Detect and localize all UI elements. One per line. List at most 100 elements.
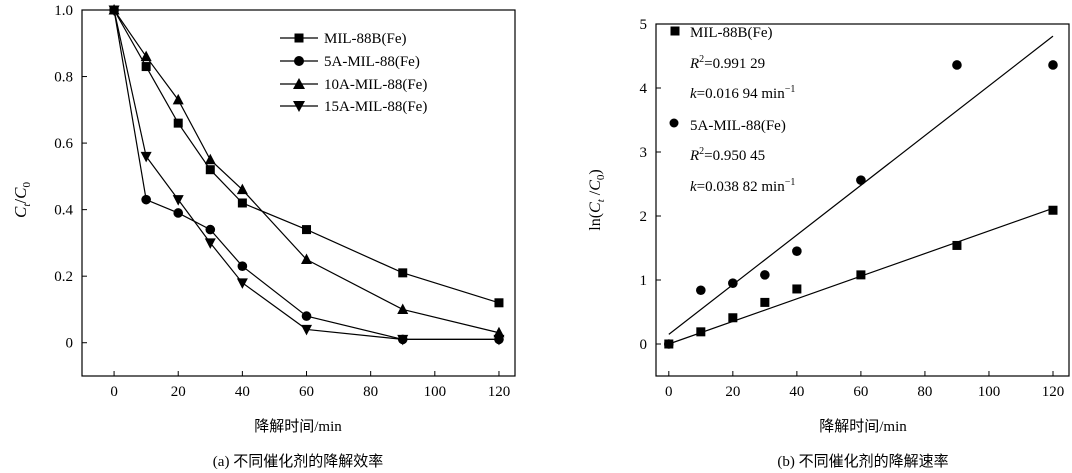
panel-b-x-tick-label: 0 — [665, 384, 673, 400]
data-point-mil-88b-fe — [856, 270, 866, 280]
panel-b-y-tick-label: 4 — [640, 81, 648, 97]
data-point-15a-mil-88-fe — [236, 278, 248, 289]
panel-b-chart: 0 20 40 60 80 100 120 0 1 2 3 4 5 ln(Ct /C0) 降解时间/mi… — [587, 17, 1070, 470]
panel-b-x-tick-label: 80 — [917, 384, 932, 400]
data-point-mil-88b-fe — [398, 268, 408, 278]
legend-b-label-5a: 5A-MIL-88(Fe) — [690, 118, 786, 134]
legend-a-label-15a: 15A-MIL-88(Fe) — [324, 99, 427, 115]
data-point-5a-mil-88-fe — [1048, 60, 1058, 70]
panel-a-y-tick-label: 0.2 — [54, 269, 73, 285]
series-line-5a-mil-88-fe — [113, 9, 499, 340]
panel-a-x-tick-label: 40 — [235, 384, 250, 400]
panel-b-series-markers — [664, 60, 1058, 349]
data-point-5a-mil-88-fe — [205, 224, 216, 235]
panel-a-x-tick-label: 80 — [363, 384, 378, 400]
panel-b-y-tick-label: 1 — [640, 273, 648, 289]
series-line-15a-mil-88-fe — [113, 9, 499, 340]
legend-a-marker-mil88b — [294, 33, 304, 43]
panel-b-y-tick-label: 2 — [640, 209, 648, 225]
data-point-15a-mil-88-fe — [301, 324, 313, 336]
data-point-5a-mil-88-fe — [696, 285, 706, 296]
legend-a-marker-10a — [293, 78, 305, 89]
panel-a-x-tick-label: 20 — [171, 384, 186, 400]
legend-b-marker-5a — [669, 118, 679, 128]
data-point-5a-mil-88-fe — [141, 194, 151, 205]
data-point-15a-mil-88-fe — [493, 334, 505, 346]
panel-a-y-tick-label: 0.6 — [54, 136, 73, 152]
data-point-5a-mil-88-fe — [728, 278, 738, 289]
panel-b-ticks: 0 20 40 60 80 100 120 0 1 2 3 4 5 — [640, 17, 1065, 400]
panel-a-plot-frame — [81, 9, 516, 377]
data-point-5a-mil-88-fe — [301, 311, 312, 321]
data-point-5a-mil-88-fe — [173, 208, 184, 218]
data-point-5a-mil-88-fe — [856, 175, 866, 185]
panel-b-y-tick-label: 3 — [640, 145, 648, 161]
panel-a-x-tick-label: 100 — [424, 384, 447, 400]
panel-a-y-tick-label: 0.4 — [54, 203, 73, 219]
panel-a-chart: 0 20 40 60 80 100 120 0 0.2 0.4 0.6 0.8 1.0 Ct/C0 降解… — [11, 3, 516, 470]
legend-b-k-mil88b: k=0.016 94 min−1 — [690, 84, 795, 102]
panel-b-y-tick-label: 5 — [640, 17, 648, 33]
data-point-mil-88b-fe — [205, 165, 215, 175]
panel-a-x-tick-label: 0 — [110, 384, 118, 400]
data-point-mil-88b-fe — [494, 298, 504, 308]
series-line-10a-mil-88-fe — [113, 9, 500, 334]
data-point-mil-88b-fe — [173, 118, 183, 128]
data-point-mil-88b-fe — [696, 327, 706, 337]
data-point-10a-mil-88-fe — [172, 93, 184, 105]
panel-b-x-axis-label: 降解时间/min — [819, 418, 907, 435]
data-point-mil-88b-fe — [760, 297, 770, 307]
data-point-mil-88b-fe — [792, 284, 802, 294]
legend-b-k-5a: k=0.038 82 min−1 — [690, 177, 795, 195]
panel-b-y-tick-label: 0 — [640, 337, 648, 353]
data-point-mil-88b-fe — [302, 225, 312, 235]
panel-a-ticks: 0 20 40 60 80 100 120 0 0.2 0.4 0.6 0.8 1.0 — [54, 3, 510, 400]
panel-b-plot-frame — [655, 23, 1070, 377]
panel-b-y-axis-label: ln(Ct /C0) — [587, 169, 607, 230]
panel-a-y-tick-label: 0.8 — [54, 70, 73, 86]
panel-b-legend: MIL-88B(Fe) R2=0.991 29 k=0.016 94 min−1… — [669, 25, 795, 195]
panel-a-y-tick-label: 1.0 — [54, 3, 73, 19]
data-point-10a-mil-88-fe — [236, 183, 248, 195]
panel-a-series-markers — [108, 4, 505, 346]
data-point-10a-mil-88-fe — [204, 153, 216, 165]
data-point-15a-mil-88-fe — [172, 195, 184, 206]
data-point-5a-mil-88-fe — [760, 270, 770, 280]
panel-a-legend: MIL-88B(Fe) 5A-MIL-88(Fe) 10A-MIL-88(Fe)… — [280, 31, 427, 115]
panel-a-x-axis-label: 降解时间/min — [254, 418, 342, 435]
data-point-10a-mil-88-fe — [301, 253, 313, 265]
panel-a-y-tick-label: 0 — [66, 336, 74, 352]
data-point-5a-mil-88-fe — [952, 60, 962, 70]
panel-a-y-axis-label: Ct/C0 — [11, 182, 33, 218]
legend-b-label-mil88b: MIL-88B(Fe) — [690, 25, 773, 41]
panel-b-x-tick-label: 120 — [1042, 384, 1065, 400]
legend-a-label-10a: 10A-MIL-88(Fe) — [324, 77, 427, 93]
data-point-10a-mil-88-fe — [397, 303, 409, 314]
legend-b-r2-5a: R2=0.950 45 — [689, 146, 765, 164]
panel-b-x-tick-label: 100 — [978, 384, 1001, 400]
data-point-15a-mil-88-fe — [140, 151, 152, 163]
panel-a-series-lines — [113, 9, 500, 340]
data-point-10a-mil-88-fe — [493, 326, 505, 338]
data-point-15a-mil-88-fe — [108, 5, 120, 16]
legend-a-marker-5a — [294, 56, 304, 66]
data-point-15a-mil-88-fe — [397, 334, 409, 346]
data-point-mil-88b-fe — [237, 198, 247, 208]
panel-a-caption: (a) 不同催化剂的降解效率 — [213, 453, 383, 470]
panel-a-x-tick-label: 60 — [299, 384, 314, 400]
data-point-mil-88b-fe — [728, 313, 738, 323]
series-line-mil-88b-fe — [113, 9, 500, 304]
data-point-5a-mil-88-fe — [792, 246, 802, 256]
legend-b-marker-mil88b — [670, 26, 680, 36]
panel-b-x-tick-label: 60 — [853, 384, 868, 400]
panel-b-x-tick-label: 20 — [725, 384, 740, 400]
legend-a-label-mil88b: MIL-88B(Fe) — [324, 31, 407, 47]
data-point-mil-88b-fe — [952, 240, 962, 250]
data-point-5a-mil-88-fe — [237, 261, 248, 272]
legend-a-marker-15a — [293, 101, 305, 112]
panel-b-x-tick-label: 40 — [789, 384, 804, 400]
data-point-mil-88b-fe — [1048, 205, 1058, 215]
data-point-5a-mil-88-fe — [664, 339, 674, 349]
data-point-15a-mil-88-fe — [204, 238, 216, 249]
